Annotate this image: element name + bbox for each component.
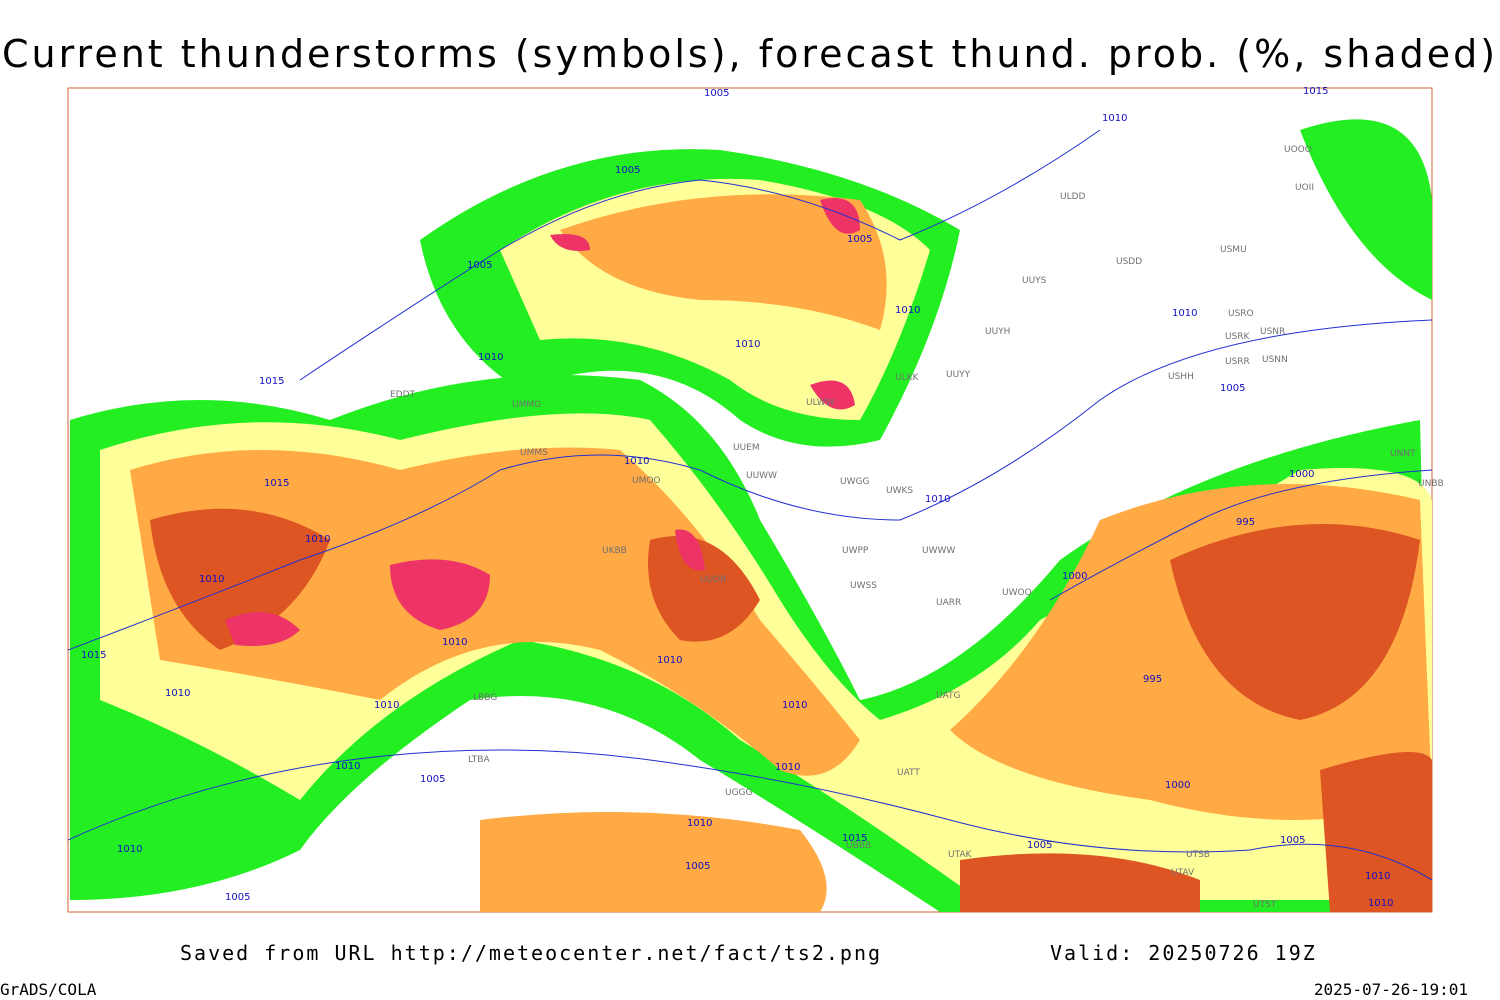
station-label: UUOB — [700, 575, 726, 585]
station-label: UWWW — [922, 546, 955, 556]
isobar-label: 1000 — [1289, 469, 1314, 480]
isobar-label: 1005 — [1027, 840, 1052, 851]
station-label: UNNT — [1390, 449, 1416, 459]
isobar-label: 1010 — [117, 844, 142, 855]
station-label: USHH — [1168, 372, 1194, 382]
isobar-label: 1005 — [847, 234, 872, 245]
station-label: UOOO — [1284, 145, 1312, 155]
isobar-label: 1010 — [1102, 113, 1127, 124]
isobar-label: 1010 — [895, 305, 920, 316]
station-label: USDD — [1116, 257, 1142, 267]
station-label: UMMG — [512, 400, 541, 410]
isobar-label: 1000 — [1062, 571, 1087, 582]
station-label: UTAV — [1171, 868, 1195, 878]
probability-shading — [68, 119, 1432, 912]
valid-time: Valid: 20250726 19Z — [1050, 941, 1317, 965]
isobar-label: 995 — [1236, 517, 1255, 528]
isobar-label: 1005 — [685, 861, 710, 872]
isobar-label: 1010 — [775, 762, 800, 773]
station-label: UATG — [936, 691, 961, 701]
isobar-label: 1010 — [735, 339, 760, 350]
isobar-label: 1005 — [704, 88, 729, 99]
isobar-label: 1005 — [1220, 383, 1245, 394]
isobar-label: 1015 — [81, 650, 106, 661]
isobar-label: 1010 — [305, 534, 330, 545]
isobar-label: 1010 — [925, 494, 950, 505]
station-label: UUYY — [946, 370, 971, 380]
station-label: UUYH — [985, 327, 1010, 337]
map-area: ULDD UUYS UUYH UUYY ULKK ULWW UUEM UUWW UWGG UWKS… — [67, 86, 1444, 913]
isobar-label: 1010 — [1172, 308, 1197, 319]
isobar-label: 1005 — [467, 260, 492, 271]
station-label: LBBG — [473, 693, 497, 703]
isobar-label: 1010 — [478, 352, 503, 363]
station-label: UWKS — [886, 486, 913, 496]
station-label: USMU — [1220, 245, 1247, 255]
station-label: UUYS — [1022, 276, 1047, 286]
station-labels: ULDD UUYS UUYH UUYY ULKK ULWW UUEM UUWW UWGG UWKS… — [390, 145, 1444, 910]
station-label: USRO — [1228, 309, 1254, 319]
map-title: Current thunderstorms (symbols), forecas… — [2, 32, 1498, 76]
station-label: ULWW — [806, 398, 835, 408]
station-label: UARR — [936, 598, 961, 608]
station-label: UMOO — [632, 476, 661, 486]
isobar-label: 1010 — [687, 818, 712, 829]
isobar-label: 1010 — [657, 655, 682, 666]
station-label: UBBB — [846, 841, 871, 851]
station-label: UTAK — [948, 850, 973, 860]
station-label: USRK — [1225, 332, 1251, 342]
station-label: UUEM — [733, 443, 760, 453]
isobar-label: 1005 — [420, 774, 445, 785]
station-label: UTSB — [1186, 850, 1210, 860]
station-label: ULKK — [895, 373, 920, 383]
isobar-label: 1015 — [842, 833, 867, 844]
isobar-label: 1010 — [1368, 898, 1393, 909]
isobar-label: 1010 — [624, 456, 649, 467]
isobar-label: 995 — [1143, 674, 1162, 685]
isobar-label: 1010 — [199, 574, 224, 585]
station-label: UWGG — [840, 477, 869, 487]
isobar-label: 1000 — [1165, 780, 1190, 791]
station-label: ULDD — [1060, 192, 1086, 202]
isobar-label: 1010 — [335, 761, 360, 772]
station-label: UWSS — [850, 581, 877, 591]
timestamp: 2025-07-26-19:01 — [1314, 980, 1468, 999]
station-label: UWOO — [1002, 588, 1032, 598]
isobar-label: 1010 — [165, 688, 190, 699]
station-label: UMMS — [520, 448, 548, 458]
isobar-label: 1015 — [259, 376, 284, 387]
isobar-label: 1010 — [442, 637, 467, 648]
station-label: USNR — [1260, 327, 1285, 337]
isobar-label: 1005 — [1280, 835, 1305, 846]
isobar-label: 1015 — [1303, 86, 1328, 97]
source-url: Saved from URL http://meteocenter.net/fa… — [180, 941, 882, 965]
software-credit: GrADS/COLA — [0, 980, 97, 999]
station-label: UNBB — [1418, 479, 1444, 489]
isobar-label: 1005 — [225, 892, 250, 903]
station-label: USNN — [1262, 355, 1288, 365]
station-label: UTST — [1253, 900, 1277, 910]
station-label: LTBA — [468, 755, 490, 765]
isobar-label: 1010 — [782, 700, 807, 711]
station-label: EDDT — [390, 390, 416, 400]
isobar-label: 1010 — [1365, 871, 1390, 882]
station-label: USRR — [1225, 357, 1250, 367]
station-label: UGGG — [725, 788, 753, 798]
isobar-label: 1010 — [374, 700, 399, 711]
station-label: UATT — [897, 768, 920, 778]
isobar-labels: 1005 1010 1015 1005 1005 1005 1010 1010 1010 1010… — [81, 86, 1393, 909]
station-label: UUWW — [746, 471, 777, 481]
station-label: UKBB — [602, 546, 627, 556]
isobar-label: 1015 — [264, 478, 289, 489]
station-label: UOII — [1295, 183, 1314, 193]
isobar-label: 1005 — [615, 165, 640, 176]
station-label: UWPP — [842, 546, 869, 556]
